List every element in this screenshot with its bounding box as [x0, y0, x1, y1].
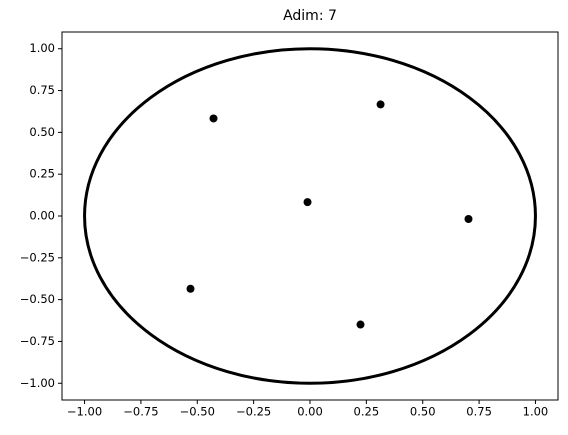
y-tick-label: 0.25	[29, 167, 55, 181]
x-tick-label: 0.75	[466, 405, 492, 419]
y-tick-label: 0.75	[29, 83, 55, 97]
y-tick-label: 1.00	[29, 41, 55, 55]
x-tick-label: −0.25	[236, 405, 271, 419]
circle	[83, 47, 537, 385]
point	[209, 114, 218, 123]
x-tick-label: 1.00	[523, 405, 549, 419]
x-tick-label: 0.00	[297, 405, 323, 419]
x-tick-label: 0.25	[354, 405, 380, 419]
point	[464, 215, 473, 224]
y-tick-label: −0.75	[20, 334, 55, 348]
point	[303, 198, 312, 207]
point	[186, 284, 195, 293]
x-tick-label: −1.00	[67, 405, 102, 419]
y-tick-label: 0.00	[29, 209, 55, 223]
y-tick-label: −0.50	[20, 292, 55, 306]
y-tick-label: −0.25	[20, 250, 55, 264]
y-tick-label: 0.50	[29, 125, 55, 139]
point	[376, 100, 385, 109]
y-tick-label: −1.00	[20, 376, 55, 390]
x-tick-label: 0.50	[410, 405, 436, 419]
chart-title: Adim: 7	[283, 8, 337, 24]
x-tick-label: −0.50	[180, 405, 215, 419]
point	[356, 320, 365, 329]
x-tick-label: −0.75	[123, 405, 158, 419]
